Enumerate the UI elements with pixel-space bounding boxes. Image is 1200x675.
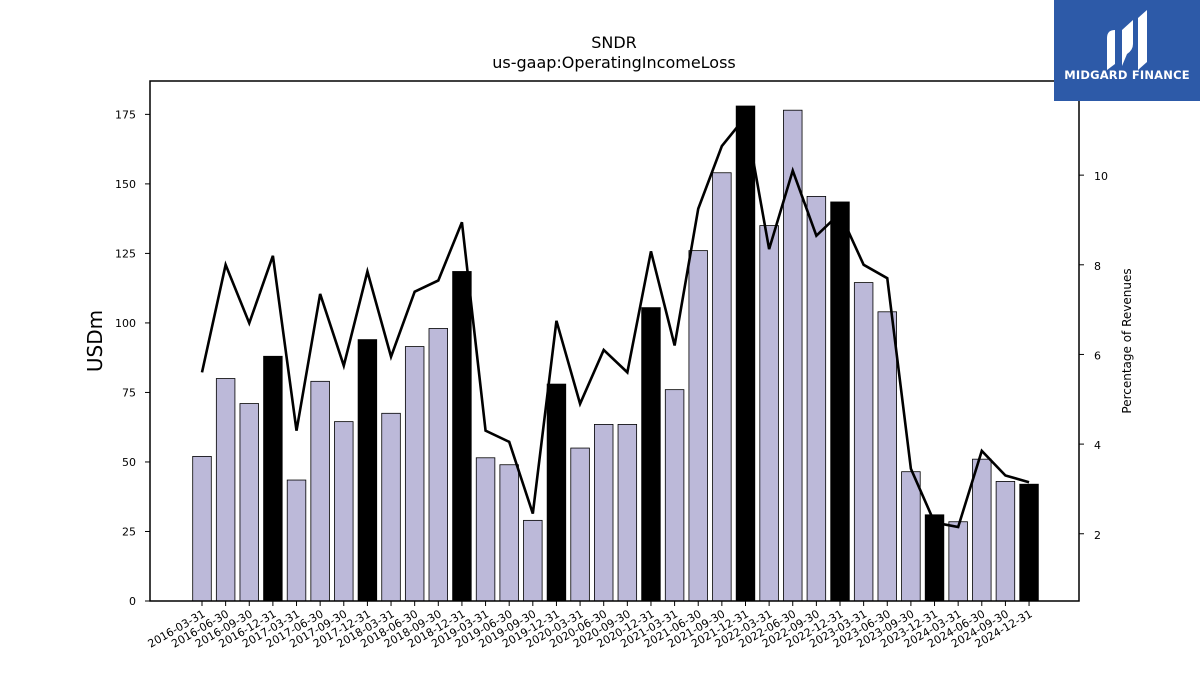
y-tick-label: 175 [115,108,136,121]
bar-series [192,105,1039,602]
bar [404,346,425,602]
bar [641,307,661,602]
logo-mark-icon [1107,10,1147,70]
bar [286,479,307,602]
bar [475,457,496,602]
bar [877,311,897,602]
percentage-line [200,113,1030,529]
bar [452,271,472,602]
bar [523,519,543,602]
bar [428,328,449,602]
bar [972,458,992,602]
bar [263,355,283,602]
bar [357,339,378,602]
bar [499,464,519,602]
bar [995,481,1016,602]
y2-tick-label: 8 [1094,260,1101,273]
y-axis-label: USDm [83,310,107,372]
bar [310,380,330,602]
bar [830,201,850,602]
line-series [200,113,1030,529]
bar [901,471,921,602]
y-tick-label: 50 [122,456,136,469]
bar [948,521,968,602]
bar [192,455,212,602]
logo: MIDGARD FINANCE [1054,0,1200,101]
bar [783,109,803,602]
y2-tick-label: 4 [1094,439,1101,452]
y-tick-label: 0 [129,595,136,608]
chart-subtitle: us-gaap:OperatingIncomeLoss [492,53,736,72]
bar [806,195,827,602]
bar [924,514,945,602]
y-tick-label: 25 [122,525,136,538]
bar [594,424,614,602]
chart-title: SNDR [591,33,637,52]
bar [688,250,708,602]
bar [570,447,590,602]
bar [664,389,685,602]
y-tick-label: 75 [122,386,136,399]
y2-axis: 2 4 6 8 10 [1079,170,1108,542]
y2-tick-label: 6 [1094,349,1101,362]
y-tick-label: 125 [115,247,136,260]
bar [381,412,401,602]
bar [546,383,567,602]
bar [759,225,779,602]
y-tick-label: 150 [115,178,136,191]
x-axis: 2016-03-312016-06-302016-09-302016-12-31… [146,601,1035,651]
bar [617,424,638,602]
bar [853,282,874,602]
y2-tick-label: 2 [1094,529,1101,542]
bar [712,172,732,602]
bar [239,403,259,602]
y-axis: 0 25 50 75 100 125 150 175 [115,108,150,608]
y2-axis-label: Percentage of Revenues [1120,268,1134,413]
y2-tick-label: 10 [1094,170,1108,183]
bar [735,105,756,602]
bar [1019,483,1039,602]
bar [215,378,236,602]
bar [334,421,354,602]
plot-frame [149,80,1080,602]
logo-text: MIDGARD FINANCE [1064,68,1190,82]
y-tick-label: 100 [115,317,136,330]
